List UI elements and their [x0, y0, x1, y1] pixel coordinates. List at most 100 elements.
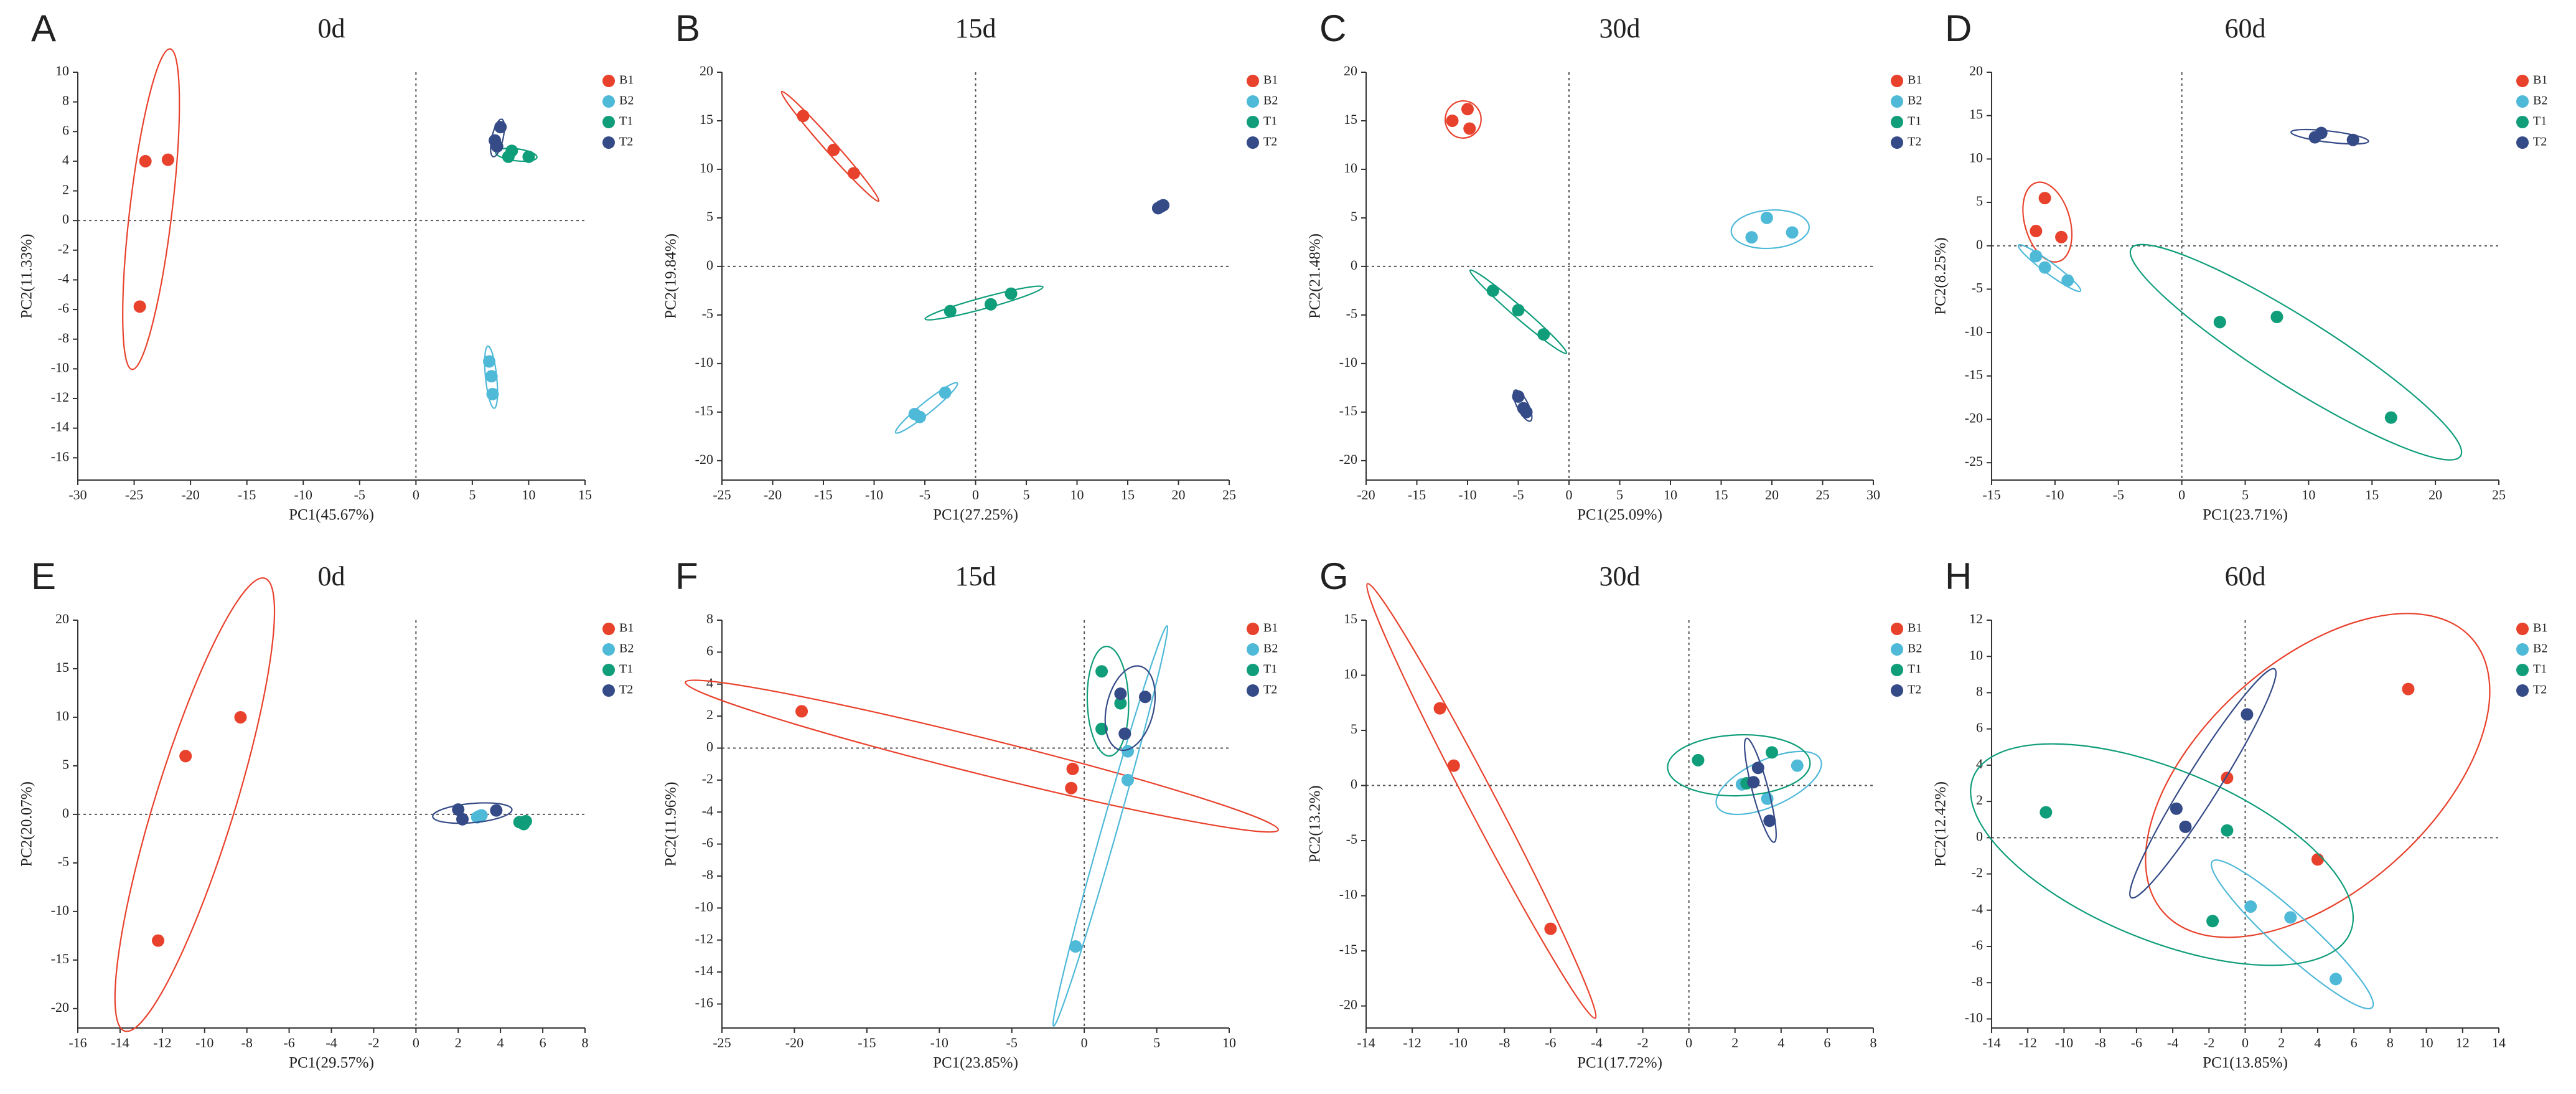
- point: [944, 304, 957, 318]
- point: [1118, 727, 1131, 740]
- legend-marker: [602, 623, 615, 635]
- legend-marker: [1891, 75, 1903, 87]
- x-tick-label: -10: [1450, 1035, 1468, 1050]
- x-tick-label: 5: [2242, 487, 2249, 502]
- panel: E 0d-16 -14 -12 -10 -8 -6 -4 -2 0 2 4 6 8-20-15-10-50…: [19, 555, 634, 1072]
- y-tick-label: 8: [706, 611, 713, 626]
- x-tick-label: -15: [814, 487, 832, 502]
- y-tick-label: -20: [695, 451, 713, 467]
- point: [1763, 814, 1776, 828]
- legend-label: T2: [1263, 135, 1277, 149]
- y-tick-label: 5: [1976, 193, 1983, 209]
- x-axis-label: PC1(45.67%): [289, 507, 374, 524]
- y-tick-label: 6: [706, 643, 713, 658]
- point: [1537, 328, 1550, 341]
- point: [234, 710, 247, 724]
- x-tick-label: 5: [1153, 1035, 1160, 1050]
- point: [1760, 211, 1773, 224]
- point: [913, 410, 926, 423]
- x-tick-label: 4: [497, 1035, 504, 1050]
- y-axis-label: PC2(11.96%): [663, 782, 680, 867]
- point: [452, 803, 465, 816]
- confidence-ellipse: [2129, 667, 2277, 899]
- legend-label: T2: [619, 683, 633, 697]
- y-tick-label: 10: [1969, 149, 1983, 165]
- legend-label: B1: [1908, 621, 1922, 635]
- x-tick-label: -15: [1408, 487, 1426, 502]
- legend-label: B1: [2533, 621, 2547, 635]
- y-tick-label: 6: [62, 122, 69, 138]
- x-axis-label: PC1(23.85%): [933, 1055, 1018, 1072]
- x-tick-label: 2: [455, 1035, 462, 1050]
- legend-marker: [1247, 75, 1259, 87]
- y-tick-label: -10: [51, 359, 69, 375]
- legend-label: B2: [1263, 94, 1278, 108]
- legend-label: B2: [2533, 642, 2547, 656]
- x-tick-label: -10: [2046, 487, 2064, 502]
- point: [1461, 103, 1474, 116]
- legend-marker: [1891, 664, 1903, 676]
- legend-label: T2: [2533, 683, 2547, 697]
- y-tick-label: 10: [700, 160, 713, 176]
- y-tick-label: 15: [1344, 611, 1357, 626]
- x-tick-label: 6: [540, 1035, 546, 1050]
- confidence-ellipse: [1445, 100, 1482, 139]
- x-tick-label: 0: [1685, 1035, 1692, 1050]
- point: [1122, 773, 1134, 786]
- legend-label: T1: [1908, 663, 1921, 676]
- confidence-ellipse: [2290, 128, 2369, 145]
- x-tick-label: 25: [1816, 487, 1830, 502]
- x-tick-label: -10: [2055, 1035, 2073, 1050]
- point: [2055, 230, 2068, 243]
- point: [2221, 824, 2234, 837]
- point: [1463, 122, 1476, 135]
- y-tick-label: 0: [62, 805, 69, 821]
- x-tick-label: -15: [858, 1035, 876, 1050]
- x-tick-label: 10: [1222, 1035, 1236, 1050]
- panel-title: 30d: [1599, 561, 1641, 592]
- y-tick-label: -5: [702, 306, 713, 321]
- panel-title: 60d: [2225, 561, 2266, 592]
- x-axis-label: PC1(17.72%): [1577, 1055, 1662, 1072]
- x-axis-label: PC1(29.57%): [289, 1055, 374, 1072]
- point: [456, 813, 469, 826]
- y-tick-label: -5: [1346, 306, 1357, 321]
- y-tick-label: -6: [702, 835, 713, 851]
- point: [2179, 820, 2192, 833]
- legend-label: T1: [2533, 115, 2547, 128]
- x-tick-label: -10: [294, 487, 312, 502]
- x-tick-label: 0: [1081, 1035, 1088, 1050]
- x-tick-label: -4: [326, 1035, 337, 1050]
- point: [2061, 274, 2074, 287]
- confidence-ellipse: [1086, 646, 1130, 757]
- y-tick-label: -10: [695, 354, 713, 370]
- y-tick-label: -15: [695, 403, 713, 418]
- legend-marker: [1247, 684, 1259, 697]
- x-tick-label: 15: [2365, 487, 2379, 502]
- panel: H 60d -14 -12 -10 -8 -6 -4 -2 0 2 4 6 8 10 12 14 -10 -8 -6 -…: [1932, 555, 2548, 1072]
- legend-label: T2: [1908, 683, 1921, 697]
- legend-label: B1: [1263, 621, 1278, 635]
- legend-label: B1: [619, 73, 634, 87]
- x-axis-label: PC1(13.85%): [2203, 1055, 2288, 1072]
- x-tick-label: -2: [2203, 1035, 2214, 1050]
- y-tick-label: 12: [1969, 611, 1983, 626]
- panel: A 0d-30 -25 -20 -15 -10 -5 0 5 10 15-16-14-12-10-8…: [19, 7, 634, 524]
- point: [1791, 759, 1804, 772]
- legend-label: T2: [1263, 683, 1277, 697]
- x-tick-label: -15: [238, 487, 256, 502]
- panel-title: 0d: [318, 13, 345, 44]
- panel-label: G: [1319, 555, 1349, 597]
- confidence-ellipse: [685, 679, 1280, 833]
- x-tick-label: -8: [241, 1035, 253, 1050]
- point: [1544, 922, 1557, 935]
- y-tick-label: 15: [1969, 106, 1983, 122]
- x-tick-label: 2: [2278, 1035, 2285, 1050]
- panel-label: F: [675, 555, 698, 597]
- point: [1751, 762, 1764, 775]
- x-tick-label: -30: [68, 487, 87, 502]
- x-tick-label: -8: [1499, 1035, 1510, 1050]
- legend-marker: [602, 684, 615, 697]
- y-tick-label: -12: [695, 931, 713, 946]
- point: [984, 298, 997, 311]
